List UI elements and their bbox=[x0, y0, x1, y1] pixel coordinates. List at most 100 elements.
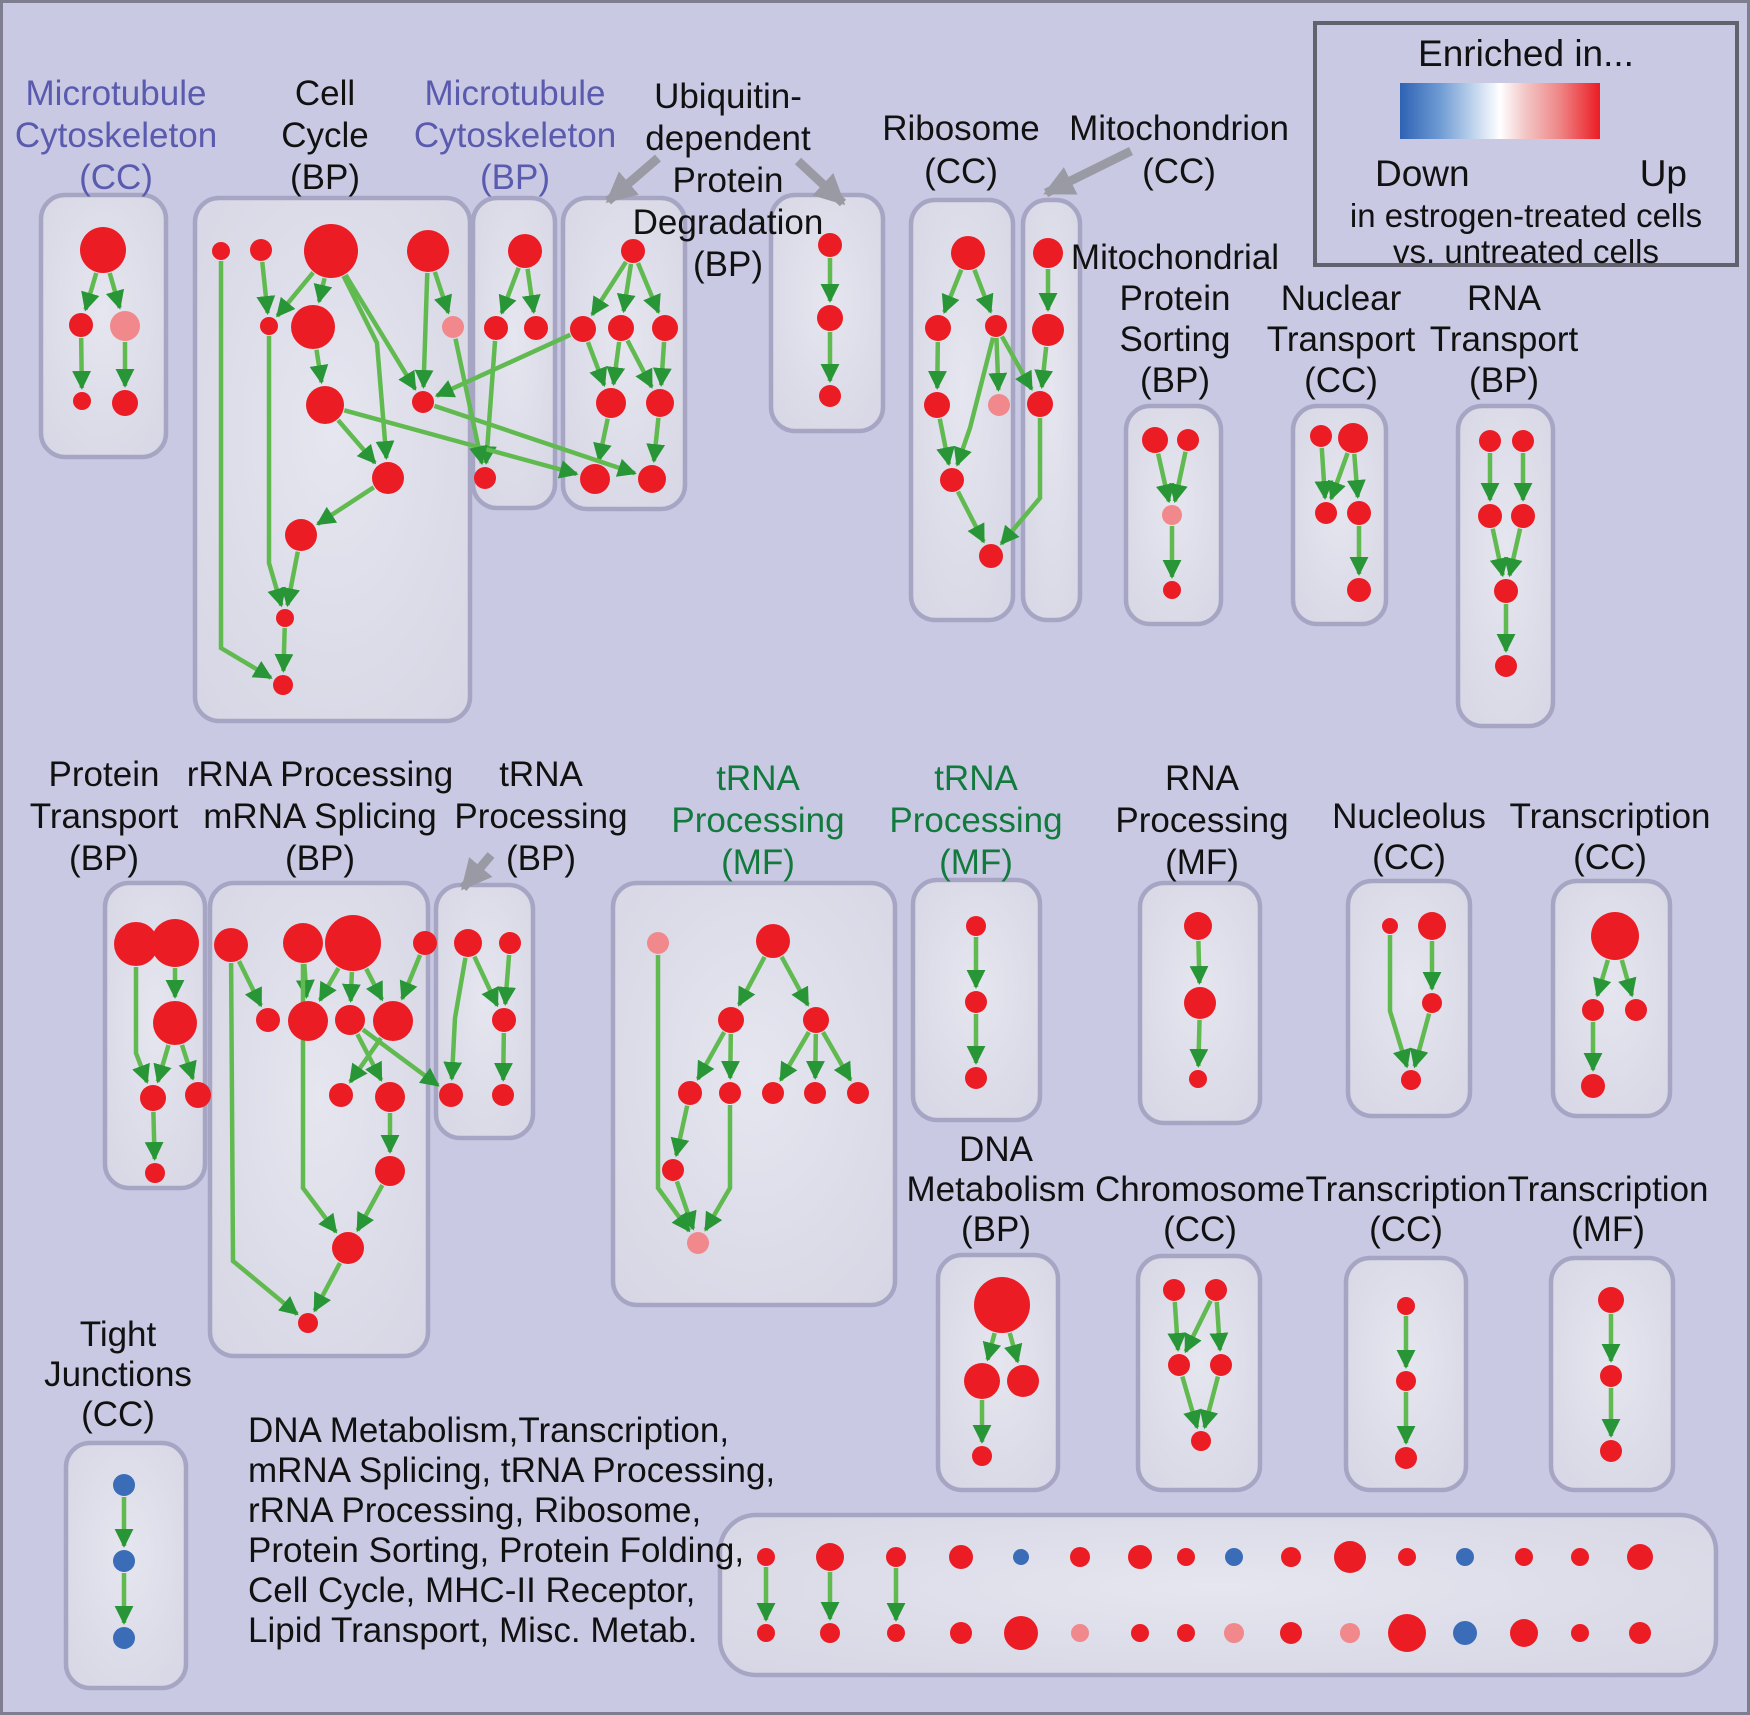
go-term-node bbox=[1189, 1070, 1207, 1088]
edge-arrow bbox=[498, 267, 521, 315]
edge-arrow bbox=[521, 268, 541, 315]
go-term-node bbox=[940, 468, 964, 492]
go-term-node bbox=[298, 1313, 318, 1333]
go-term-node bbox=[1007, 1365, 1039, 1397]
go-term-node bbox=[580, 464, 610, 494]
edge-arrow bbox=[625, 339, 654, 389]
group-label-trna-processing-mf-large: tRNA Processing (MF) bbox=[671, 759, 844, 882]
edge-arrow bbox=[443, 957, 468, 1081]
label-pointer-arrow bbox=[1043, 146, 1133, 198]
edge-arrow bbox=[266, 336, 286, 608]
go-term-node bbox=[1479, 430, 1501, 452]
legend-subtitle-line-1: in estrogen-treated cells bbox=[1349, 197, 1703, 234]
go-term-node bbox=[1625, 999, 1647, 1021]
legend: Enriched in... Down Up in estrogen-treat… bbox=[1313, 21, 1739, 270]
go-term-node bbox=[250, 239, 272, 261]
group-box-misc-cluster bbox=[717, 1512, 1719, 1678]
edge-arrow bbox=[955, 490, 986, 544]
go-term-node bbox=[818, 233, 842, 257]
go-term-node bbox=[817, 305, 843, 331]
edge-arrow bbox=[228, 962, 299, 1316]
group-label-microtubule-cytoskeleton-bp: Microtubule Cytoskeleton (BP) bbox=[414, 74, 616, 197]
go-term-node bbox=[1310, 425, 1332, 447]
edge-arrow bbox=[81, 272, 100, 312]
go-term-node bbox=[1184, 912, 1212, 940]
group-box-nucleolus-cc bbox=[1345, 878, 1473, 1119]
edge-arrow bbox=[585, 341, 608, 387]
go-term-node bbox=[719, 1082, 741, 1104]
group-label-trna-processing-mf-small: tRNA Processing (MF) bbox=[889, 759, 1062, 882]
go-term-node bbox=[687, 1232, 709, 1254]
caption-line: mRNA Splicing, tRNA Processing, bbox=[248, 1451, 776, 1490]
go-term-node bbox=[285, 519, 317, 551]
edge-arrow bbox=[256, 261, 276, 315]
enrichment-network-figure: Microtubule Cytoskeleton (CC) Cell Cycle (BP)… bbox=[15, 74, 1719, 1691]
go-term-node bbox=[985, 315, 1007, 337]
edge-arrow bbox=[670, 1105, 690, 1158]
go-term-node bbox=[949, 1545, 973, 1569]
go-term-node bbox=[1382, 918, 1398, 934]
edge-arrow bbox=[805, 1033, 825, 1080]
go-term-node bbox=[1591, 912, 1639, 960]
go-term-node bbox=[1334, 1541, 1366, 1573]
go-term-node bbox=[1013, 1549, 1029, 1565]
go-term-node bbox=[1177, 1624, 1195, 1642]
edge-arrow bbox=[236, 960, 263, 1008]
go-term-node bbox=[1347, 501, 1371, 525]
edge-arrow bbox=[472, 955, 500, 1008]
go-term-node bbox=[1571, 1548, 1589, 1566]
go-term-node bbox=[1397, 1297, 1415, 1315]
go-term-node bbox=[1280, 1622, 1302, 1644]
group-box-chromosome-cc bbox=[1135, 1253, 1263, 1493]
caption-line: Protein Sorting, Protein Folding, bbox=[248, 1531, 745, 1570]
go-term-node bbox=[112, 390, 138, 416]
go-term-node bbox=[110, 311, 140, 341]
go-term-node bbox=[474, 467, 496, 489]
edge-arrow bbox=[312, 1261, 342, 1313]
edge-arrow bbox=[341, 971, 361, 1003]
go-term-node bbox=[718, 1007, 744, 1033]
go-term-node bbox=[375, 1156, 405, 1186]
legend-down-label: Down bbox=[1375, 153, 1470, 194]
go-term-node bbox=[1598, 1287, 1624, 1313]
go-term-node bbox=[291, 305, 335, 349]
legend-gradient-bar bbox=[1400, 83, 1600, 139]
go-term-node bbox=[73, 392, 91, 410]
go-term-node bbox=[1582, 999, 1604, 1021]
group-label-mitochondrial-protein-sorting-bp: Mitochondrial Protein Sorting (BP) bbox=[1071, 238, 1279, 400]
label-pointer-arrow bbox=[794, 157, 847, 207]
misc-cluster-caption: DNA Metabolism,Transcription, mRNA Splic… bbox=[248, 1411, 775, 1651]
edge-arrow bbox=[313, 277, 333, 304]
go-term-node bbox=[1629, 1622, 1651, 1644]
edge-arrow bbox=[1183, 1299, 1213, 1354]
go-term-node bbox=[1071, 1624, 1089, 1642]
edge-arrow bbox=[318, 966, 341, 1002]
go-term-node bbox=[1600, 1365, 1622, 1387]
go-term-node bbox=[925, 315, 951, 341]
go-term-node bbox=[1027, 391, 1053, 417]
go-term-node bbox=[972, 1446, 992, 1466]
legend-up-label: Up bbox=[1639, 153, 1687, 194]
go-term-node bbox=[1395, 1447, 1417, 1469]
group-label-protein-transport-bp: Protein Transport (BP) bbox=[30, 755, 179, 878]
edge-arrow bbox=[1167, 1301, 1187, 1352]
edge-arrow bbox=[999, 335, 1034, 391]
edge-arrow bbox=[316, 485, 376, 526]
edge-arrow bbox=[336, 418, 377, 465]
edge-arrow bbox=[821, 1031, 853, 1082]
go-term-node bbox=[113, 1474, 135, 1496]
go-term-node bbox=[1131, 1624, 1149, 1642]
edge-arrow bbox=[1314, 447, 1334, 500]
go-term-node bbox=[570, 316, 596, 342]
edge-arrow bbox=[434, 332, 572, 398]
edge-arrow bbox=[364, 967, 385, 1002]
edge-arrow bbox=[635, 262, 661, 315]
group-label-transcription-mf: Transcription (MF) bbox=[1508, 1170, 1709, 1249]
go-term-node bbox=[596, 388, 626, 418]
edge-arrow bbox=[433, 403, 637, 477]
edge-arrow bbox=[72, 337, 92, 390]
edge-arrow bbox=[999, 418, 1043, 546]
edge-arrow bbox=[1327, 452, 1350, 501]
group-label-trna-processing-bp: tRNA Processing (BP) bbox=[454, 755, 627, 878]
go-term-node bbox=[678, 1081, 702, 1105]
